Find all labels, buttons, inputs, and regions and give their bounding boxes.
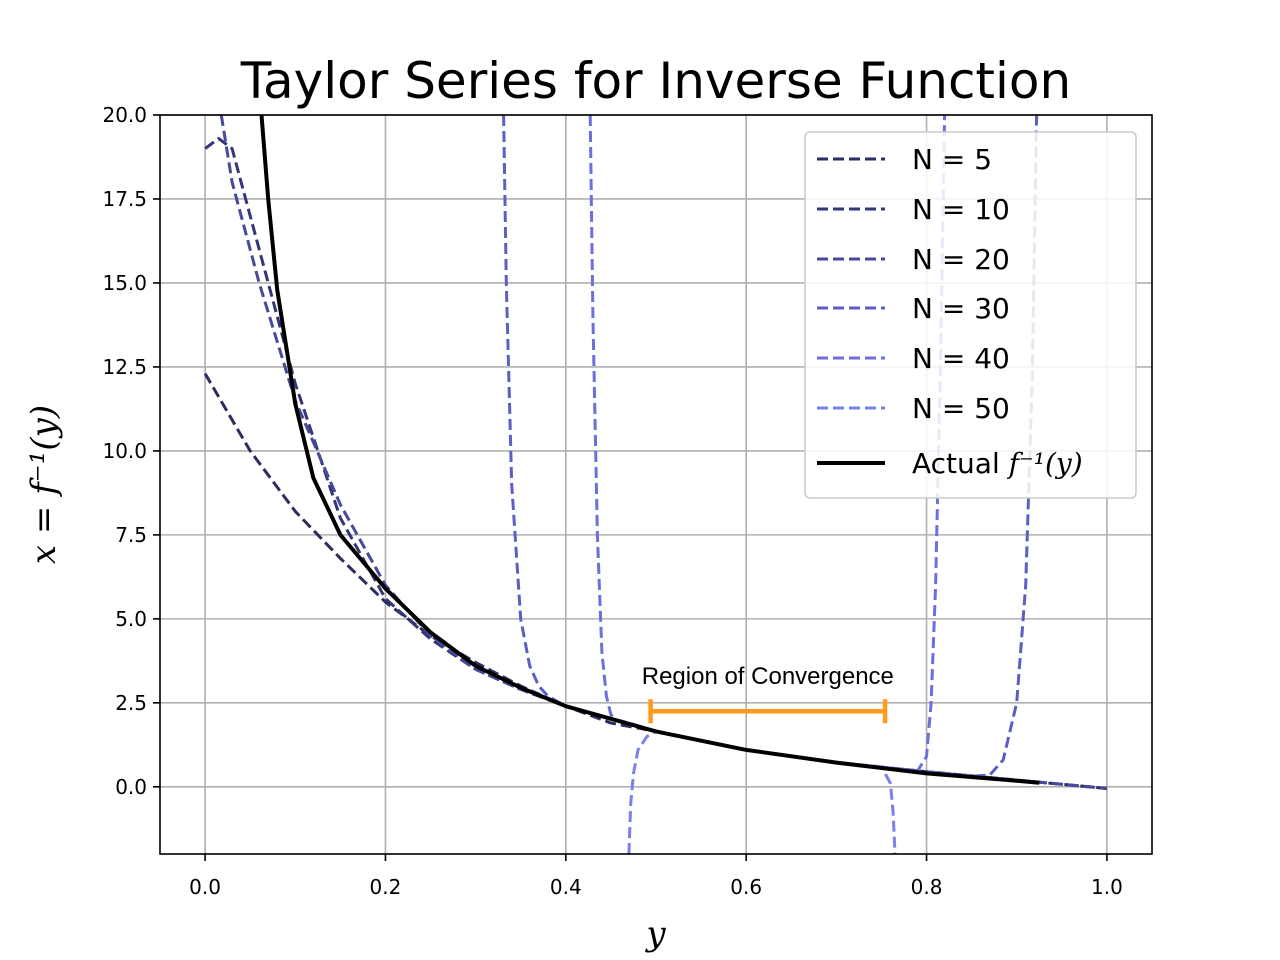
series-line-6 bbox=[259, 115, 1040, 785]
x-tick-label: 0.0 bbox=[189, 875, 221, 899]
y-axis-label: x = f⁻¹(y) bbox=[24, 405, 64, 564]
y-tick-label: 12.5 bbox=[102, 355, 147, 379]
legend-label: N = 50 bbox=[912, 392, 1010, 425]
legend-label: N = 5 bbox=[912, 143, 992, 176]
y-tick-label: 0.0 bbox=[115, 775, 147, 799]
legend-label: N = 30 bbox=[912, 292, 1010, 325]
legend: N = 5 N = 10 N = 20 N = 30 N = 40 N = 50 Actua… bbox=[804, 131, 1137, 499]
ticks: 0.0 0.2 0.4 0.6 0.8 1.0 0.0 2.5 5.0 7.5 10.0 12.5 15… bbox=[102, 103, 1122, 899]
x-tick-label: 0.6 bbox=[730, 875, 762, 899]
y-tick-label: 10.0 bbox=[102, 439, 147, 463]
annotation-label: Region of Convergence bbox=[642, 663, 894, 690]
legend-label: N = 20 bbox=[912, 243, 1010, 276]
chart-title: Taylor Series for Inverse Function bbox=[240, 52, 1071, 110]
y-tick-label: 2.5 bbox=[115, 691, 147, 715]
y-tick-label: 17.5 bbox=[102, 187, 147, 211]
x-axis-label: y bbox=[644, 914, 666, 954]
annotation: Region of Convergence bbox=[642, 663, 894, 724]
x-tick-label: 1.0 bbox=[1091, 875, 1123, 899]
legend-box bbox=[804, 131, 1137, 499]
legend-label: N = 40 bbox=[912, 342, 1010, 375]
x-tick-label: 0.4 bbox=[550, 875, 582, 899]
series-group bbox=[203, 115, 1108, 854]
series-line-5 bbox=[627, 729, 897, 854]
y-tick-label: 15.0 bbox=[102, 271, 147, 295]
legend-label: Actual f⁻¹(y) bbox=[912, 447, 1083, 480]
legend-label: N = 10 bbox=[912, 193, 1010, 226]
x-tick-label: 0.2 bbox=[370, 875, 402, 899]
x-tick-label: 0.8 bbox=[911, 875, 943, 899]
y-tick-label: 20.0 bbox=[102, 103, 147, 127]
y-tick-label: 7.5 bbox=[115, 523, 147, 547]
plot-frame bbox=[159, 114, 1153, 855]
y-tick-label: 5.0 bbox=[115, 607, 147, 631]
